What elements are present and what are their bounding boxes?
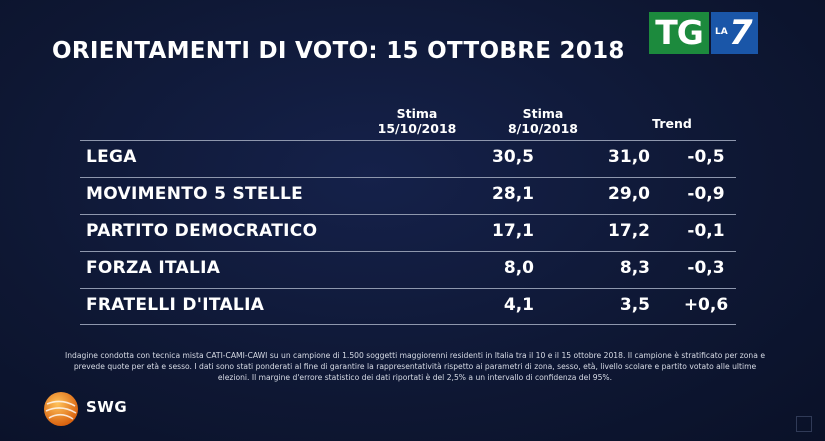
value-stima-15: 17,1	[492, 221, 534, 241]
table-row: FRATELLI D'ITALIA 4,1 3,5 +0,6	[80, 288, 736, 324]
row-divider	[80, 214, 736, 215]
value-trend: -0,9	[687, 184, 725, 204]
row-divider	[80, 288, 736, 289]
party-name: LEGA	[86, 147, 137, 167]
column-header-stima-8: Stima 8/10/2018	[487, 106, 599, 136]
value-trend: -0,3	[687, 258, 725, 278]
value-stima-8: 29,0	[608, 184, 650, 204]
value-stima-8: 3,5	[619, 295, 650, 315]
table-row: PARTITO DEMOCRATICO 17,1 17,2 -0,1	[80, 214, 736, 250]
party-name: FORZA ITALIA	[86, 258, 221, 278]
row-divider	[80, 251, 736, 252]
chart-title: ORIENTAMENTI DI VOTO: 15 OTTOBRE 2018	[52, 38, 625, 64]
swg-globe-icon	[44, 392, 78, 426]
fullscreen-icon[interactable]	[796, 416, 812, 432]
column-header-trend: Trend	[652, 116, 692, 131]
table-row: LEGA 30,5 31,0 -0,5	[80, 140, 736, 176]
column-header-date: 15/10/2018	[377, 121, 457, 136]
value-trend: +0,6	[683, 295, 729, 315]
swg-logo-text: SWG	[86, 398, 128, 416]
value-stima-8: 8,3	[619, 258, 650, 278]
value-stima-15: 8,0	[503, 258, 534, 278]
value-stima-15: 28,1	[492, 184, 534, 204]
row-divider	[80, 177, 736, 178]
methodology-note: Indagine condotta con tecnica mista CATI…	[65, 351, 765, 382]
value-stima-15: 30,5	[492, 147, 534, 167]
tg-logo: TG	[649, 12, 709, 54]
column-header-line: Stima	[396, 106, 438, 121]
table-row: FORZA ITALIA 8,0 8,3 -0,3	[80, 251, 736, 287]
table-row: MOVIMENTO 5 STELLE 28,1 29,0 -0,9	[80, 177, 736, 213]
party-name: PARTITO DEMOCRATICO	[86, 221, 318, 241]
column-header-date: 8/10/2018	[507, 121, 578, 136]
table-bottom-divider	[80, 324, 736, 325]
row-divider	[80, 140, 736, 141]
column-header-line: Stima	[522, 106, 564, 121]
column-header-stima-15: Stima 15/10/2018	[360, 106, 474, 136]
value-stima-8: 17,2	[608, 221, 650, 241]
party-name: FRATELLI D'ITALIA	[86, 295, 265, 315]
la7-logo-seven: 7	[729, 13, 753, 53]
value-trend: -0,5	[687, 147, 725, 167]
value-stima-15: 4,1	[503, 295, 534, 315]
la7-logo-la: LA	[715, 27, 728, 37]
value-trend: -0,1	[687, 221, 725, 241]
value-stima-8: 31,0	[608, 147, 650, 167]
party-name: MOVIMENTO 5 STELLE	[86, 184, 303, 204]
la7-logo: LA 7	[711, 12, 758, 54]
